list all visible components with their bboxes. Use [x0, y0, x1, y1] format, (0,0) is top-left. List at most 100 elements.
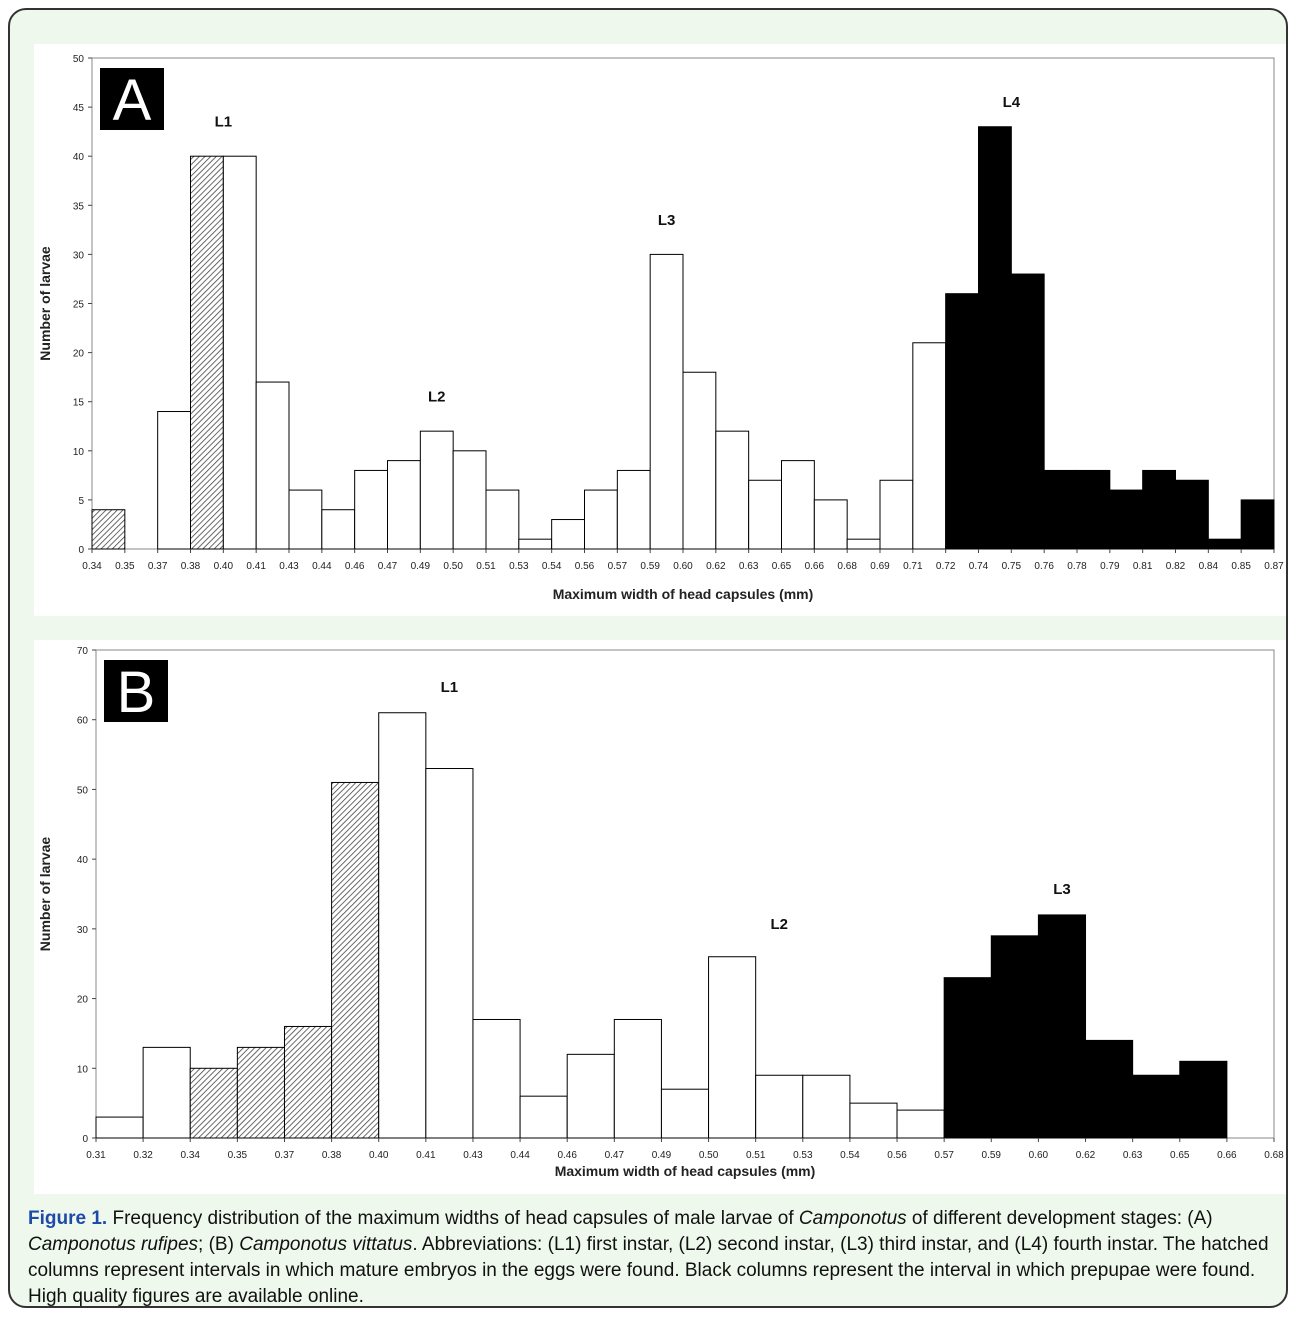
bar-0.54	[849, 1102, 898, 1139]
figure-caption: Figure 1. Frequency distribution of the …	[28, 1206, 1286, 1307]
bar-0.37	[157, 411, 191, 550]
bar-0.38	[331, 781, 380, 1139]
x-tick-label: 0.46	[557, 1150, 577, 1161]
x-tick-label: 0.78	[1067, 561, 1087, 572]
stage-label-l1: L1	[441, 679, 459, 696]
x-tick-label: 0.85	[1231, 561, 1251, 572]
x-tick-label: 0.44	[510, 1150, 530, 1161]
stage-label-l2: L2	[428, 389, 446, 406]
x-tick-label: 0.54	[542, 561, 562, 572]
bar-0.34	[189, 1067, 238, 1139]
bar-0.44	[519, 1095, 568, 1139]
caption-italic-3: Camponotus vittatus	[239, 1234, 413, 1255]
bar-0.47	[387, 460, 421, 550]
panel-a-chart: 0 5 10 15 20 25 30 35 40 45 50 0.34 0.35 0.37 0.38 0.40…	[34, 44, 1286, 616]
x-tick-label: 0.49	[652, 1150, 672, 1161]
x-tick-label: 0.43	[279, 561, 299, 572]
bar-0.38	[190, 155, 224, 550]
x-tick-label: 0.87	[1264, 561, 1284, 572]
bar-0.66	[813, 499, 848, 550]
stage-label-l2: L2	[770, 916, 788, 933]
bar-0.47	[613, 1018, 662, 1139]
panel-letter-text: A	[113, 68, 152, 133]
bar-0.59	[990, 935, 1039, 1139]
bar-0.62	[1085, 1039, 1134, 1139]
bar-0.72	[945, 293, 980, 550]
y-tick-label: 15	[73, 398, 85, 409]
y-tick-label: 20	[73, 349, 85, 360]
x-tick-label: 0.56	[887, 1150, 907, 1161]
x-tick-label: 0.34	[181, 1150, 201, 1161]
bar-0.51	[485, 489, 520, 550]
caption-italic-2: Camponotus rufipes	[28, 1234, 199, 1255]
x-tick-label: 0.44	[312, 561, 332, 572]
bar-0.85	[1240, 499, 1275, 550]
bar-0.32	[142, 1046, 191, 1139]
bar-0.69	[879, 479, 914, 550]
x-tick-label: 0.51	[746, 1150, 766, 1161]
bar-0.43	[472, 1018, 521, 1139]
caption-text-4: . Abbreviations: (L1) first instar, (L2)…	[28, 1234, 1269, 1307]
x-tick-label: 0.82	[1166, 561, 1186, 572]
bar-0.49	[419, 430, 454, 550]
histogram-a: 0 5 10 15 20 25 30 35 40 45 50 0.34 0.35 0.37 0.38 0.40…	[37, 54, 1284, 602]
bar-0.56	[584, 489, 618, 550]
x-tick-label: 0.75	[1002, 561, 1022, 572]
bar-0.79	[1109, 489, 1144, 550]
x-tick-label: 0.53	[509, 561, 529, 572]
bar-0.46	[354, 469, 388, 550]
bar-0.74	[978, 126, 1012, 550]
stage-label-l1: L1	[215, 114, 233, 131]
x-tick-label: 0.79	[1100, 561, 1120, 572]
x-tick-label: 0.63	[1123, 1150, 1143, 1161]
bar-0.84	[1207, 538, 1242, 550]
x-tick-label: 0.38	[181, 561, 201, 572]
x-tick-label: 0.49	[411, 561, 431, 572]
x-tick-label: 0.65	[772, 561, 792, 572]
y-tick-label: 50	[73, 54, 85, 65]
x-tick-label: 0.59	[982, 1150, 1002, 1161]
bar-0.40	[378, 712, 427, 1139]
caption-text-3: ; (B)	[198, 1234, 240, 1255]
bar-0.65	[1179, 1060, 1228, 1139]
stage-label-l4: L4	[1003, 94, 1021, 111]
y-tick-label: 5	[78, 496, 84, 507]
x-tick-label: 0.37	[148, 561, 168, 572]
bar-0.51	[755, 1074, 804, 1139]
y-tick-label: 45	[73, 103, 85, 114]
x-tick-label: 0.71	[903, 561, 923, 572]
x-tick-label: 0.57	[608, 561, 628, 572]
bar-0.68	[846, 538, 881, 550]
bar-0.44	[321, 509, 356, 550]
x-tick-label: 0.41	[416, 1150, 436, 1161]
x-tick-label: 0.68	[1264, 1150, 1284, 1161]
bar-0.78	[1076, 469, 1111, 550]
bar-0.81	[1142, 469, 1176, 550]
x-tick-label: 0.68	[837, 561, 857, 572]
figure-label: Figure 1.	[28, 1208, 108, 1229]
bar-0.76	[1043, 469, 1078, 550]
bar-0.56	[896, 1109, 945, 1139]
caption-text-2: of different development stages: (A)	[906, 1208, 1213, 1229]
x-axis-label: Maximum width of head capsules (mm)	[555, 1163, 816, 1179]
y-tick-label: 20	[77, 995, 89, 1006]
x-tick-label: 0.56	[575, 561, 595, 572]
x-tick-label: 0.62	[706, 561, 726, 572]
x-tick-label: 0.66	[1217, 1150, 1237, 1161]
x-tick-label: 0.60	[1029, 1150, 1049, 1161]
y-tick-label: 35	[73, 201, 85, 212]
x-tick-label: 0.35	[228, 1150, 248, 1161]
stage-label-l3: L3	[1053, 881, 1071, 898]
x-tick-label: 0.60	[673, 561, 693, 572]
x-tick-label: 0.47	[605, 1150, 625, 1161]
bar-0.50	[452, 450, 487, 550]
bar-0.40	[222, 155, 257, 550]
bar-0.60	[1037, 914, 1087, 1139]
bar-0.63	[1132, 1074, 1181, 1139]
y-tick-label: 40	[73, 152, 85, 163]
bar-0.53	[802, 1074, 851, 1139]
x-tick-label: 0.38	[322, 1150, 342, 1161]
x-tick-label: 0.69	[870, 561, 890, 572]
bar-0.37	[283, 1025, 333, 1139]
y-tick-label: 70	[77, 646, 89, 657]
